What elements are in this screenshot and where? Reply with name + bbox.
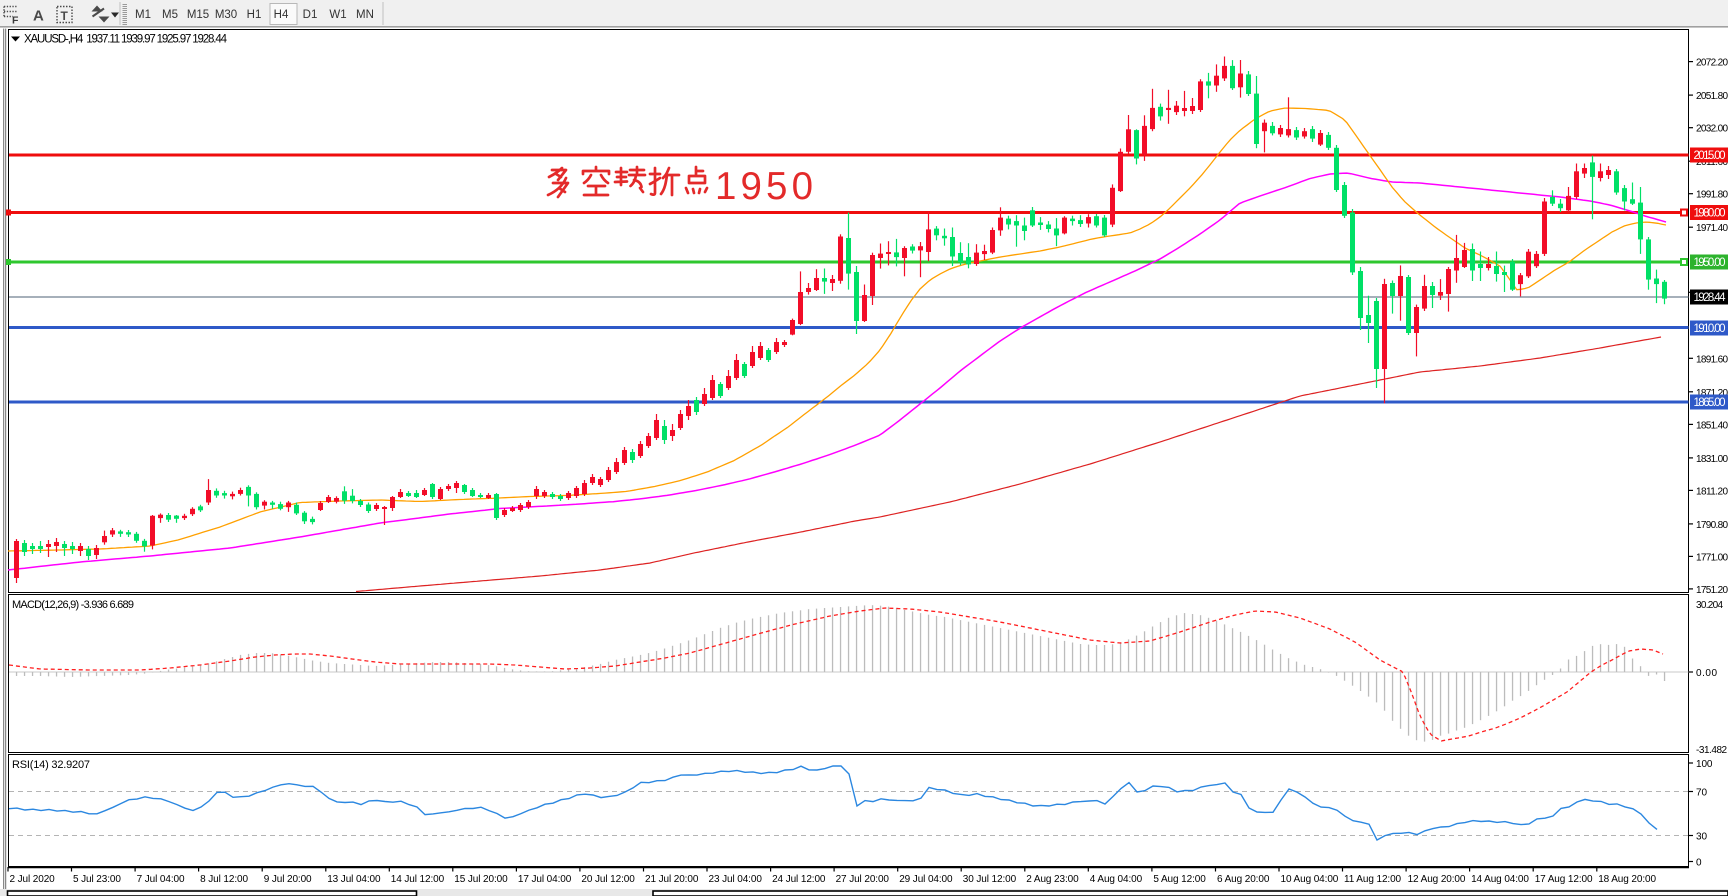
svg-text:5 Aug 12:00: 5 Aug 12:00 [1153,874,1206,885]
svg-text:4 Aug 04:00: 4 Aug 04:00 [1090,874,1143,885]
svg-text:T: T [61,9,69,23]
svg-text:D1: D1 [303,9,318,21]
svg-text:1751.20: 1751.20 [1696,585,1728,596]
svg-text:1811.20: 1811.20 [1696,486,1728,497]
svg-text:13 Jul 04:00: 13 Jul 04:00 [327,874,381,885]
svg-text:1980.00: 1980.00 [1694,208,1726,220]
svg-text:1910.00: 1910.00 [1694,323,1726,335]
svg-text:MN: MN [356,9,374,21]
svg-text:20 Jul 12:00: 20 Jul 12:00 [581,874,635,885]
svg-text:27 Jul 20:00: 27 Jul 20:00 [836,874,890,885]
svg-text:15 Jul 20:00: 15 Jul 20:00 [454,874,508,885]
svg-text:F: F [12,15,19,27]
svg-text:29 Jul 04:00: 29 Jul 04:00 [899,874,953,885]
svg-text:6 Aug 20:00: 6 Aug 20:00 [1217,874,1270,885]
svg-text:8 Jul 12:00: 8 Jul 12:00 [200,874,248,885]
svg-text:M5: M5 [162,9,178,21]
svg-text:17 Aug 12:00: 17 Aug 12:00 [1535,874,1593,885]
svg-text:30: 30 [1696,832,1707,843]
svg-text:0: 0 [1696,858,1702,869]
svg-text:W1: W1 [329,9,346,21]
svg-text:1831.00: 1831.00 [1696,454,1728,465]
svg-text:17 Jul 04:00: 17 Jul 04:00 [518,874,572,885]
svg-text:2072.20: 2072.20 [1696,58,1728,69]
svg-text:RSI(14) 32.9207: RSI(14) 32.9207 [12,759,90,771]
svg-text:1950.00: 1950.00 [1694,257,1726,269]
svg-text:11 Aug 12:00: 11 Aug 12:00 [1344,874,1402,885]
svg-text:1790.80: 1790.80 [1696,520,1728,531]
svg-text:H1: H1 [247,9,262,21]
svg-text:A: A [33,8,44,25]
svg-text:10 Aug 04:00: 10 Aug 04:00 [1281,874,1339,885]
svg-text:XAUUSD-,H4 1937.11 1939.97 19: XAUUSD-,H4 1937.11 1939.97 1925.97 1928.… [24,34,228,46]
svg-text:M15: M15 [187,9,209,21]
svg-text:1928.44: 1928.44 [1694,292,1727,304]
svg-text:2015.00: 2015.00 [1694,150,1726,162]
svg-text:30.204: 30.204 [1696,600,1724,611]
svg-text:14 Jul 12:00: 14 Jul 12:00 [391,874,445,885]
svg-text:1891.60: 1891.60 [1696,354,1728,365]
svg-text:H4: H4 [274,9,289,21]
svg-text:2 Jul 2020: 2 Jul 2020 [10,874,56,885]
svg-text:2 Aug 23:00: 2 Aug 23:00 [1026,874,1079,885]
svg-text:1871.20: 1871.20 [1696,388,1728,399]
svg-text:30 Jul 12:00: 30 Jul 12:00 [963,874,1017,885]
svg-text:21 Jul 20:00: 21 Jul 20:00 [645,874,699,885]
svg-text:14 Aug 04:00: 14 Aug 04:00 [1471,874,1529,885]
svg-text:18 Aug 20:00: 18 Aug 20:00 [1598,874,1656,885]
svg-text:-31.482: -31.482 [1696,745,1728,756]
svg-text:1971.40: 1971.40 [1696,223,1728,234]
svg-text:M1: M1 [135,9,151,21]
svg-text:M30: M30 [215,9,237,21]
svg-text:7 Jul 04:00: 7 Jul 04:00 [137,874,185,885]
svg-text:70: 70 [1696,788,1707,799]
svg-text:100: 100 [1696,759,1713,770]
svg-text:12 Aug 20:00: 12 Aug 20:00 [1408,874,1466,885]
svg-text:2011.60: 2011.60 [1696,157,1728,168]
svg-text:9 Jul 20:00: 9 Jul 20:00 [264,874,312,885]
svg-text:5 Jul 23:00: 5 Jul 23:00 [73,874,121,885]
svg-text:1851.40: 1851.40 [1696,420,1728,431]
svg-text:1771.00: 1771.00 [1696,552,1728,563]
svg-text:1991.80: 1991.80 [1696,190,1728,201]
svg-text:23 Jul 04:00: 23 Jul 04:00 [709,874,763,885]
svg-text:24 Jul 12:00: 24 Jul 12:00 [772,874,826,885]
svg-text:2032.00: 2032.00 [1696,124,1728,135]
svg-text:2051.80: 2051.80 [1696,91,1728,102]
svg-text:MACD(12,26,9) -3.936 6.689: MACD(12,26,9) -3.936 6.689 [12,599,134,611]
svg-text:1865.00: 1865.00 [1694,397,1726,409]
svg-text:0.00: 0.00 [1696,668,1718,679]
